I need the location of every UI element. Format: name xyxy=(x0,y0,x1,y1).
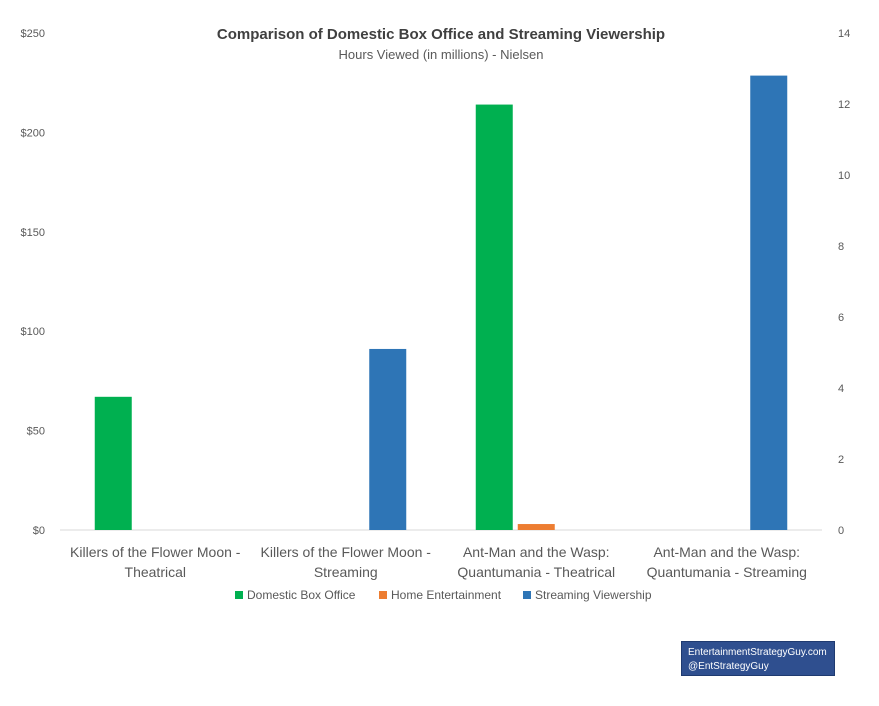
right-tick-label: 4 xyxy=(838,383,844,395)
category-label: Streaming xyxy=(314,564,378,580)
right-tick-label: 12 xyxy=(838,99,850,111)
category-label: Killers of the Flower Moon - xyxy=(70,544,241,560)
right-tick-label: 6 xyxy=(838,312,844,324)
left-axis: $0 $50 $100 $150 $200 $250 xyxy=(21,28,45,537)
credit-website: EntertainmentStrategyGuy.com xyxy=(688,647,827,658)
bar-domestic-box-office xyxy=(94,396,132,530)
chart-title: Comparison of Domestic Box Office and St… xyxy=(217,26,665,43)
bar-domestic-box-office xyxy=(475,104,513,531)
credit-box: EntertainmentStrategyGuy.com @EntStrateg… xyxy=(681,641,835,676)
legend-label: Streaming Viewership xyxy=(535,588,652,602)
bar-streaming-viewership xyxy=(750,75,788,530)
left-tick-label: $50 xyxy=(27,426,45,438)
bar-streaming-viewership xyxy=(369,348,407,530)
left-tick-label: $150 xyxy=(21,227,45,239)
bars xyxy=(94,75,788,531)
legend-swatch xyxy=(235,591,243,599)
right-tick-label: 10 xyxy=(838,170,850,182)
credit-handle: @EntStrategyGuy xyxy=(688,661,769,672)
category-label: Quantumania - Streaming xyxy=(647,564,807,580)
left-tick-label: $250 xyxy=(21,28,45,40)
bar-home-entertainment xyxy=(517,524,555,530)
legend: Domestic Box Office Home Entertainment Str… xyxy=(235,588,652,602)
legend-swatch xyxy=(523,591,531,599)
category-label: Quantumania - Theatrical xyxy=(457,564,615,580)
right-tick-label: 14 xyxy=(838,28,850,40)
legend-label: Home Entertainment xyxy=(391,588,502,602)
left-tick-label: $0 xyxy=(33,525,45,537)
legend-swatch xyxy=(379,591,387,599)
legend-label: Domestic Box Office xyxy=(247,588,356,602)
right-axis: 0 2 4 6 8 10 12 14 xyxy=(838,28,850,537)
category-label: Ant-Man and the Wasp: xyxy=(463,544,610,560)
left-tick-label: $200 xyxy=(21,127,45,139)
right-tick-label: 8 xyxy=(838,241,844,253)
category-label: Killers of the Flower Moon - xyxy=(261,544,432,560)
chart-subtitle: Hours Viewed (in millions) - Nielsen xyxy=(339,47,544,62)
category-label: Ant-Man and the Wasp: xyxy=(653,544,800,560)
right-tick-label: 0 xyxy=(838,525,844,537)
right-tick-label: 2 xyxy=(838,454,844,466)
left-tick-label: $100 xyxy=(21,326,45,338)
category-label: Theatrical xyxy=(125,564,186,580)
category-labels: Killers of the Flower Moon - Theatrical Ki… xyxy=(70,544,807,580)
